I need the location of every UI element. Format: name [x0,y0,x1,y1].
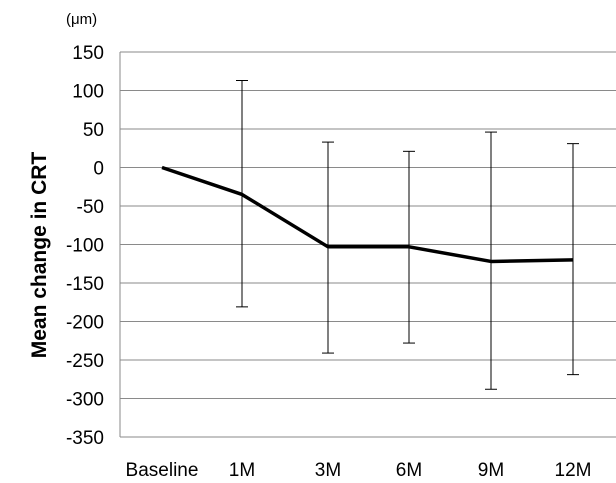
x-tick-label: 6M [396,460,422,481]
y-tick-labels: -350 -300 -250 -200 -150 -100 -50 0 50 100 150 [66,43,104,449]
x-tick-label: 12M [555,460,592,481]
y-tick-label: -200 [66,313,104,334]
gridlines [120,51,616,438]
y-tick-label: 50 [83,120,104,141]
y-axis-title: Mean change in CRT [28,152,51,359]
error-bar [567,143,579,376]
y-tick-label: -100 [66,236,104,257]
y-tick-label: -250 [66,351,104,372]
x-tick-label: 1M [229,460,255,481]
x-tick-label: 3M [315,460,341,481]
y-tick-label: -300 [66,390,104,411]
y-unit-label: (μm) [66,11,97,28]
x-tick-label: 9M [478,460,504,481]
series-lines [161,165,574,264]
series-line [161,165,574,264]
y-tick-label: 150 [72,43,104,64]
x-tick-label: Baseline [126,460,199,481]
y-tick-label: -350 [66,428,104,449]
x-tick-labels: Baseline 1M 3M 6M 9M 12M [126,460,592,481]
y-tick-label: -50 [77,197,104,218]
y-tick-label: 100 [72,82,104,103]
y-tick-label: -150 [66,274,104,295]
error-bars [236,79,579,390]
y-tick-label: 0 [93,159,104,180]
